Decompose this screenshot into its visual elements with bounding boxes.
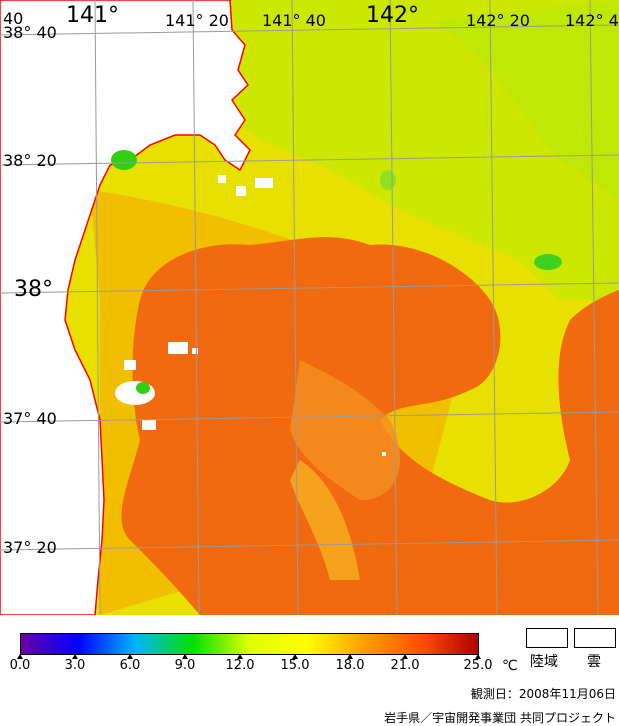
tick-label: 0.0 (9, 658, 31, 673)
graticule (0, 0, 619, 615)
cloud (142, 420, 156, 430)
tick-mark (237, 654, 243, 659)
grid-line (192, 0, 200, 615)
unit-label: ℃ (502, 658, 518, 674)
warm-filament (290, 460, 360, 580)
cloud (255, 178, 273, 188)
tick-mark (347, 654, 353, 659)
grid-line (0, 539, 619, 551)
lon-label-141: 141° (66, 3, 119, 28)
grid-line (0, 24, 619, 36)
tick-label: 25.0 (463, 658, 493, 673)
cloud (168, 342, 188, 354)
grid-line (589, 0, 599, 615)
cloud (136, 382, 150, 394)
grid-line (489, 0, 498, 615)
grid-line (291, 0, 299, 615)
cloud (382, 452, 386, 456)
cool-spot (534, 254, 562, 270)
sst-map (0, 0, 619, 615)
tick-label: 9.0 (174, 658, 196, 673)
cloud (115, 381, 155, 405)
cloud (218, 175, 226, 183)
lagoon (111, 150, 137, 170)
grid-line (94, 0, 101, 615)
cool-water-patch (430, 0, 619, 200)
warm-tongue (290, 360, 400, 500)
tick-mark (292, 654, 298, 659)
tick-mark (182, 654, 188, 659)
tick-mark (402, 654, 408, 659)
cloud (192, 348, 198, 354)
tick-mark (475, 654, 481, 659)
grid-line (0, 282, 619, 294)
grid-line (0, 411, 619, 423)
lat-label-37-20: 37° 20 (3, 538, 57, 557)
lon-label-141-40: 141° 40 (262, 11, 326, 30)
cloud-legend-label: 雲 (587, 654, 601, 670)
lon-label-142-40: 142° 40 (565, 11, 619, 30)
tick-label: 3.0 (64, 658, 86, 673)
land-legend-label: 陸域 (530, 654, 558, 670)
lon-label-142-20: 142° 20 (466, 11, 530, 30)
observation-date: 観測日：2008年11月06日 (470, 687, 616, 701)
lat-label-38-20: 38° 20 (3, 151, 57, 170)
lat-label-38-40: 38° 40 (3, 23, 57, 42)
cloud (236, 186, 246, 196)
cool-spot (380, 170, 396, 190)
tick-label: 6.0 (119, 658, 141, 673)
credit-line: 岩手県／宇宙開発事業団 共同プロジェクト (384, 711, 616, 725)
lat-label-38: 38° (14, 277, 53, 302)
tick-label: 12.0 (225, 658, 255, 673)
cloud (124, 360, 136, 370)
tick-label: 15.0 (280, 658, 310, 673)
grid-line (0, 154, 619, 166)
tick-mark (127, 654, 133, 659)
land-legend-swatch (526, 628, 568, 648)
tick-mark (72, 654, 78, 659)
tick-label: 21.0 (390, 658, 420, 673)
cloud-legend-swatch (574, 628, 616, 648)
lon-label-142: 142° (366, 3, 419, 28)
temperature-colorbar (20, 633, 479, 655)
tick-label: 18.0 (335, 658, 365, 673)
lon-label-140-40: 40 (3, 9, 24, 28)
tick-mark (17, 654, 23, 659)
lat-label-37-40: 37° 40 (3, 409, 57, 428)
grid-line (389, 0, 398, 615)
lon-label-141-20: 141° 20 (165, 11, 229, 30)
